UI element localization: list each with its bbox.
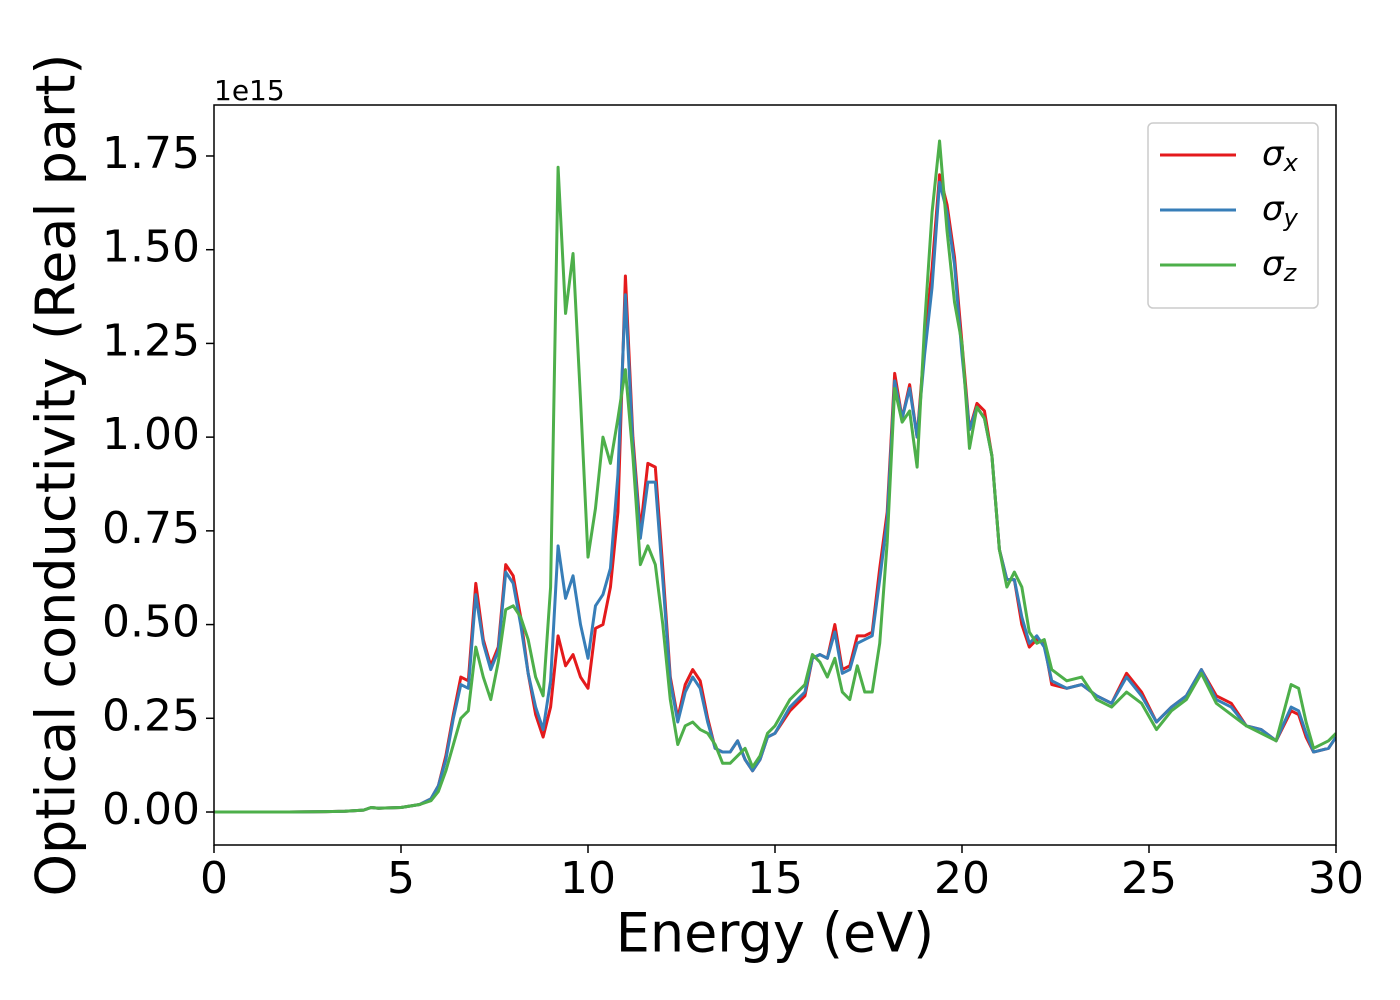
legend-label: σz — [1262, 244, 1298, 288]
x-tick-label: 15 — [747, 853, 803, 904]
legend-box — [1147, 122, 1319, 309]
x-tick-label: 5 — [387, 853, 415, 904]
y-tick-label: 1.25 — [102, 315, 200, 366]
x-tick-label: 30 — [1308, 853, 1364, 904]
y-axis-label: Optical conductivity (Real part) — [25, 54, 88, 897]
y-tick-label: 1.75 — [102, 128, 200, 179]
y-tick-label: 0.25 — [102, 690, 200, 741]
y-tick-label: 1.50 — [102, 222, 200, 273]
legend-label: σx — [1262, 134, 1299, 178]
series-line — [214, 139, 1336, 814]
y-tick-label: 1.00 — [102, 409, 200, 460]
x-tick-label: 20 — [934, 853, 990, 904]
x-tick-label: 25 — [1121, 853, 1177, 904]
plot-frame — [213, 104, 1337, 846]
x-tick-label: 10 — [560, 853, 616, 904]
y-tick-label: 0.75 — [102, 503, 200, 554]
y-tick-label: 0.00 — [102, 784, 200, 835]
legend-label: σy — [1262, 189, 1299, 233]
y-tick-label: 0.50 — [102, 597, 200, 648]
y-offset-label: 1e15 — [214, 74, 285, 107]
x-axis-label: Energy (eV) — [616, 902, 935, 965]
series-line — [214, 180, 1336, 814]
x-tick-label: 0 — [200, 853, 228, 904]
